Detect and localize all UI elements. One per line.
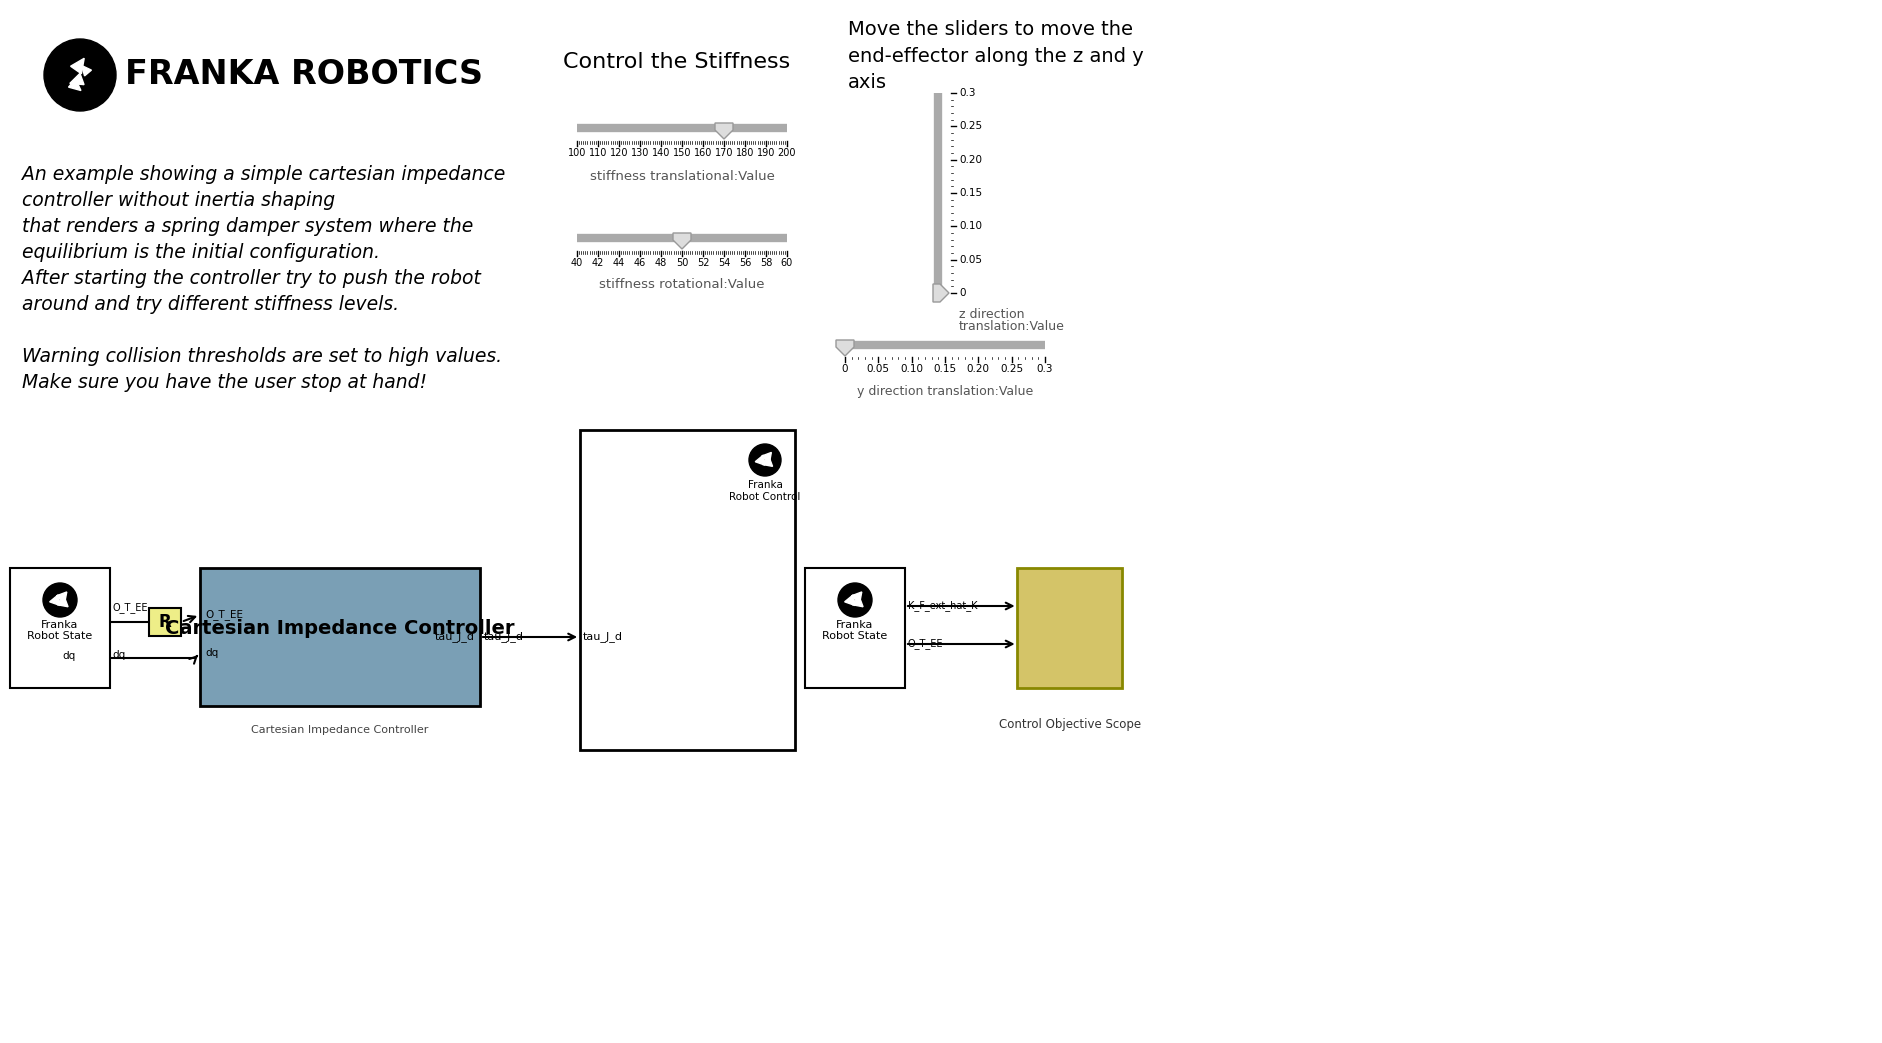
Text: 52: 52 [696, 258, 710, 268]
Circle shape [43, 39, 117, 111]
Polygon shape [70, 58, 85, 74]
Text: Control Objective Scope: Control Objective Scope [999, 718, 1140, 731]
Polygon shape [68, 79, 81, 91]
Text: O_T_EE: O_T_EE [205, 609, 243, 621]
Circle shape [749, 444, 781, 476]
Text: Warning collision thresholds are set to high values.: Warning collision thresholds are set to … [23, 347, 502, 366]
Text: 0.15: 0.15 [958, 188, 982, 198]
Text: O_T_EE: O_T_EE [907, 638, 943, 650]
Text: dq: dq [111, 650, 126, 660]
Text: 0.20: 0.20 [958, 154, 982, 165]
Polygon shape [932, 284, 949, 302]
Text: 0: 0 [958, 288, 965, 298]
Text: 46: 46 [634, 258, 646, 268]
Text: 0.25: 0.25 [999, 364, 1022, 374]
Text: that renders a spring damper system where the: that renders a spring damper system wher… [23, 217, 472, 236]
Polygon shape [762, 457, 772, 466]
Text: 170: 170 [715, 148, 732, 157]
Text: Franka: Franka [836, 620, 873, 630]
FancyBboxPatch shape [199, 568, 480, 706]
Polygon shape [851, 592, 862, 603]
Text: 54: 54 [717, 258, 730, 268]
Text: y direction translation:Value: y direction translation:Value [856, 385, 1033, 398]
Text: dq: dq [62, 651, 75, 661]
Text: 60: 60 [781, 258, 792, 268]
Polygon shape [56, 597, 68, 607]
Text: Control the Stiffness: Control the Stiffness [563, 52, 790, 72]
FancyBboxPatch shape [9, 568, 109, 688]
Text: around and try different stiffness levels.: around and try different stiffness level… [23, 295, 399, 314]
Text: 0.05: 0.05 [958, 254, 982, 265]
Text: R: R [158, 613, 171, 631]
Polygon shape [853, 597, 862, 607]
Text: 160: 160 [693, 148, 711, 157]
Text: 0.10: 0.10 [958, 221, 982, 232]
Text: 44: 44 [612, 258, 625, 268]
Polygon shape [755, 455, 764, 465]
Circle shape [837, 583, 871, 617]
Text: Robot State: Robot State [822, 631, 886, 641]
Text: Robot Control: Robot Control [728, 492, 800, 502]
Text: 0.3: 0.3 [958, 88, 975, 98]
Text: An example showing a simple cartesian impedance: An example showing a simple cartesian im… [23, 165, 504, 184]
Text: 120: 120 [610, 148, 629, 157]
Polygon shape [760, 453, 772, 463]
Text: 130: 130 [630, 148, 649, 157]
Text: translation:Value: translation:Value [958, 320, 1065, 333]
Text: 50: 50 [676, 258, 687, 268]
Polygon shape [845, 595, 854, 606]
Text: K_F_ext_hat_K: K_F_ext_hat_K [907, 601, 977, 611]
Text: Robot State: Robot State [28, 631, 92, 641]
Polygon shape [81, 66, 92, 76]
Text: 0.25: 0.25 [958, 121, 982, 131]
Text: 42: 42 [591, 258, 604, 268]
Text: 0: 0 [841, 364, 847, 374]
Polygon shape [836, 340, 854, 356]
Text: tau_J_d: tau_J_d [435, 632, 474, 642]
Text: tau_J_d: tau_J_d [583, 632, 623, 642]
FancyBboxPatch shape [1016, 568, 1122, 688]
Text: Make sure you have the user stop at hand!: Make sure you have the user stop at hand… [23, 373, 427, 392]
Text: 0.20: 0.20 [965, 364, 990, 374]
Polygon shape [56, 592, 66, 603]
Text: 140: 140 [651, 148, 670, 157]
Text: 48: 48 [655, 258, 666, 268]
Text: dq: dq [205, 648, 218, 658]
Text: controller without inertia shaping: controller without inertia shaping [23, 191, 335, 210]
Text: Cartesian Impedance Controller: Cartesian Impedance Controller [250, 725, 429, 735]
Text: 180: 180 [736, 148, 755, 157]
Text: stiffness rotational:Value: stiffness rotational:Value [598, 278, 764, 291]
FancyBboxPatch shape [149, 608, 181, 636]
Text: 200: 200 [777, 148, 796, 157]
Text: Move the sliders to move the
end-effector along the z and y
axis: Move the sliders to move the end-effecto… [847, 20, 1142, 92]
Text: Franka: Franka [41, 620, 79, 630]
Text: 40: 40 [570, 258, 583, 268]
Circle shape [43, 583, 77, 617]
Polygon shape [70, 73, 85, 84]
Polygon shape [672, 233, 691, 249]
Text: 190: 190 [757, 148, 775, 157]
Text: 110: 110 [589, 148, 606, 157]
Text: equilibrium is the initial configuration.: equilibrium is the initial configuration… [23, 243, 380, 262]
Text: FRANKA ROBOTICS: FRANKA ROBOTICS [124, 58, 484, 92]
Text: tau_J_d: tau_J_d [484, 632, 523, 642]
Text: 150: 150 [672, 148, 691, 157]
Text: 0.05: 0.05 [866, 364, 890, 374]
Polygon shape [715, 123, 732, 139]
Text: 0.15: 0.15 [933, 364, 956, 374]
FancyBboxPatch shape [580, 430, 794, 750]
Text: 56: 56 [738, 258, 751, 268]
Polygon shape [49, 595, 60, 606]
FancyBboxPatch shape [805, 568, 905, 688]
Text: 0.10: 0.10 [900, 364, 922, 374]
Text: Cartesian Impedance Controller: Cartesian Impedance Controller [166, 620, 514, 638]
Text: 100: 100 [568, 148, 585, 157]
Text: After starting the controller try to push the robot: After starting the controller try to pus… [23, 269, 480, 288]
Text: Franka: Franka [747, 480, 783, 490]
Text: O_T_EE: O_T_EE [113, 603, 149, 613]
Text: stiffness translational:Value: stiffness translational:Value [589, 170, 774, 183]
Text: z direction: z direction [958, 308, 1024, 321]
Text: 0.3: 0.3 [1037, 364, 1052, 374]
Text: 58: 58 [760, 258, 772, 268]
